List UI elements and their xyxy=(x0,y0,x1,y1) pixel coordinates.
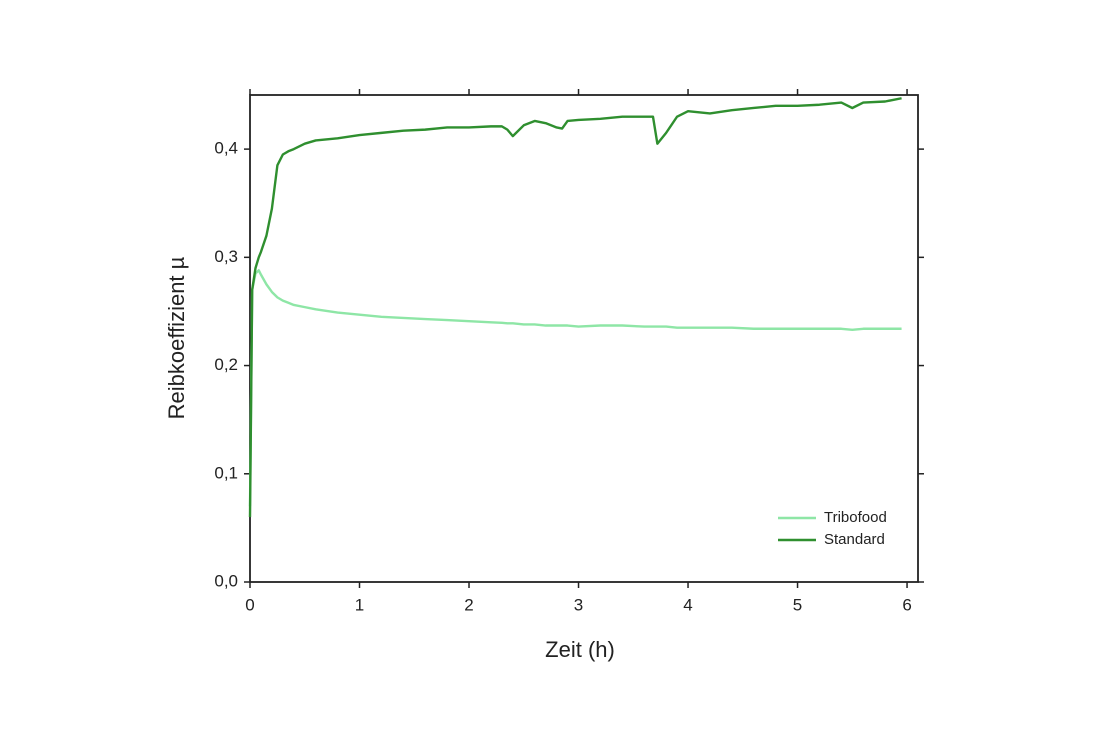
plot-frame xyxy=(249,94,919,583)
y-axis-label: Reibkoeffizient µ xyxy=(164,256,189,419)
x-tick-label: 4 xyxy=(683,595,692,614)
series-line xyxy=(248,269,902,507)
legend-label: Tribofood xyxy=(824,509,887,526)
series-line xyxy=(248,97,902,518)
x-tick-label: 0 xyxy=(245,595,254,614)
x-tick-label: 6 xyxy=(902,595,911,614)
x-tick-label: 2 xyxy=(464,595,473,614)
legend-label: Standard xyxy=(824,531,885,548)
y-tick-label: 0,2 xyxy=(214,355,238,374)
x-axis-label: Zeit (h) xyxy=(545,637,615,662)
x-tick-label: 1 xyxy=(355,595,364,614)
x-tick-label: 5 xyxy=(793,595,802,614)
y-tick-label: 0,0 xyxy=(214,571,238,590)
x-tick-label: 3 xyxy=(574,595,583,614)
y-tick-label: 0,4 xyxy=(214,139,238,158)
y-tick-label: 0,3 xyxy=(214,247,238,266)
y-tick-label: 0,1 xyxy=(214,463,238,482)
